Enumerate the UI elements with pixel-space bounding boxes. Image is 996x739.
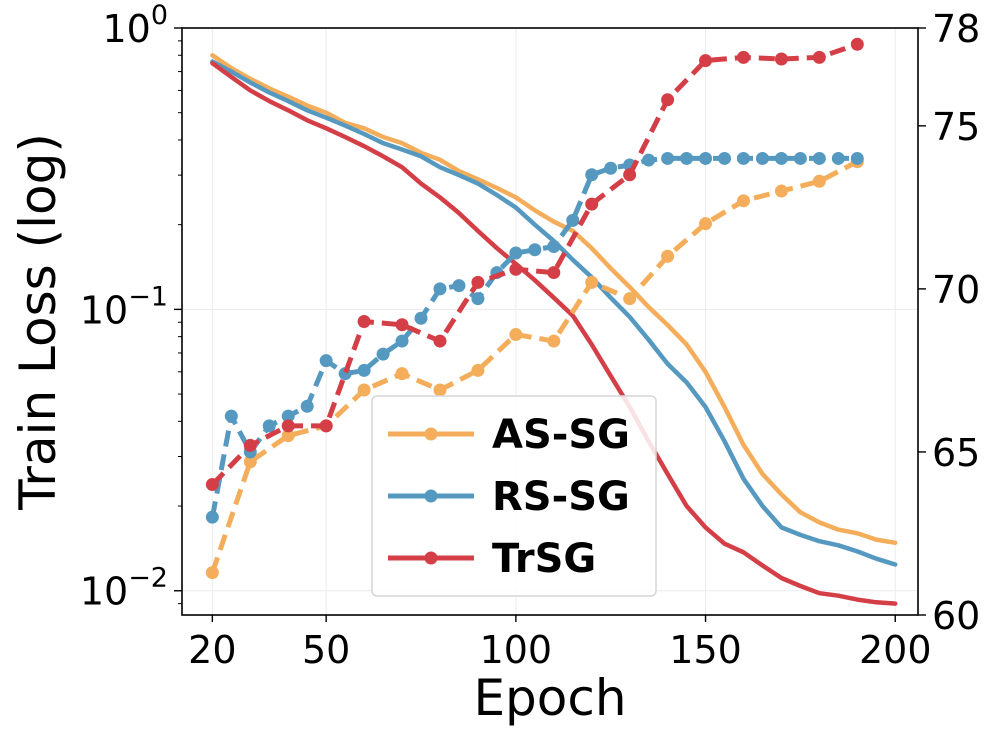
accuracy-point-rs-sg	[357, 363, 371, 377]
accuracy-point-trsg	[699, 54, 713, 68]
accuracy-point-rs-sg	[774, 151, 788, 165]
accuracy-point-as-sg	[471, 363, 485, 377]
accuracy-point-as-sg	[623, 292, 637, 306]
legend: AS-SG RS-SG TrSG	[371, 395, 657, 597]
accuracy-point-trsg	[357, 315, 371, 328]
right-tick-label: 75	[932, 105, 980, 149]
legend-label-as-sg: AS-SG	[492, 412, 630, 458]
accuracy-point-trsg	[433, 334, 447, 348]
accuracy-point-rs-sg	[604, 161, 618, 175]
accuracy-point-rs-sg	[452, 279, 466, 293]
accuracy-point-rs-sg	[547, 239, 561, 253]
accuracy-point-as-sg	[205, 566, 219, 580]
accuracy-point-trsg	[850, 37, 864, 51]
accuracy-point-rs-sg	[376, 347, 390, 361]
legend-label-trsg: TrSG	[492, 536, 596, 582]
accuracy-point-trsg	[774, 52, 788, 66]
accuracy-point-as-sg	[736, 194, 750, 208]
accuracy-point-rs-sg	[433, 282, 447, 296]
accuracy-point-rs-sg	[281, 409, 295, 423]
accuracy-point-trsg	[547, 266, 561, 280]
accuracy-point-rs-sg	[205, 510, 219, 524]
left-tick-label: 100	[102, 0, 168, 51]
left-y-axis-ticks: 100 10−1 10−2	[80, 0, 182, 614]
accuracy-point-trsg	[243, 438, 257, 452]
x-axis-ticks: 20 50 100 150 200	[188, 615, 932, 672]
legend-box	[371, 395, 657, 597]
accuracy-point-trsg	[736, 50, 750, 64]
right-y-axis-ticks: 60 65 70 75 78	[918, 7, 980, 638]
accuracy-point-trsg	[319, 419, 333, 433]
accuracy-point-as-sg	[243, 455, 257, 469]
accuracy-lines	[205, 37, 864, 580]
accuracy-point-as-sg	[661, 249, 675, 263]
accuracy-point-as-sg	[281, 429, 295, 443]
accuracy-point-as-sg	[774, 184, 788, 198]
accuracy-point-rs-sg	[699, 151, 713, 165]
accuracy-point-rs-sg	[718, 151, 732, 165]
x-tick-label: 20	[188, 628, 236, 672]
accuracy-point-trsg	[585, 197, 599, 211]
right-tick-label: 65	[932, 431, 980, 475]
accuracy-point-as-sg	[699, 217, 713, 231]
legend-marker-rs-sg	[424, 489, 438, 503]
left-tick-label: 10−1	[80, 281, 168, 332]
loss-line-as-sg	[210, 53, 898, 546]
accuracy-point-trsg	[812, 50, 826, 64]
plot-area-frame	[181, 27, 919, 616]
accuracy-point-rs-sg	[414, 311, 428, 325]
accuracy-point-rs-sg	[812, 151, 826, 165]
accuracy-point-trsg	[281, 419, 295, 433]
accuracy-point-rs-sg	[528, 243, 542, 257]
accuracy-point-rs-sg	[509, 246, 523, 260]
accuracy-point-as-sg	[585, 275, 599, 289]
accuracy-point-as-sg	[357, 383, 371, 397]
accuracy-point-trsg	[395, 318, 409, 332]
accuracy-point-rs-sg	[300, 399, 314, 413]
accuracy-point-rs-sg	[224, 409, 238, 423]
accuracy-point-as-sg	[395, 367, 409, 381]
x-tick-label: 200	[859, 628, 932, 672]
accuracy-point-rs-sg	[755, 151, 769, 165]
accuracy-point-trsg	[205, 478, 219, 492]
accuracy-point-rs-sg	[585, 168, 599, 182]
accuracy-point-trsg	[661, 93, 675, 107]
accuracy-point-as-sg	[509, 328, 523, 342]
legend-marker-trsg	[424, 551, 438, 565]
x-tick-label: 150	[669, 628, 742, 672]
left-tick-label: 10−2	[80, 563, 168, 614]
accuracy-point-rs-sg	[661, 151, 675, 165]
accuracy-point-rs-sg	[566, 213, 580, 227]
accuracy-point-as-sg	[433, 383, 447, 397]
legend-label-rs-sg: RS-SG	[492, 474, 630, 520]
x-axis-title: Epoch	[473, 669, 626, 727]
loss-line-trsg	[210, 60, 898, 606]
right-tick-label: 60	[932, 594, 980, 638]
accuracy-point-trsg	[471, 275, 485, 289]
accuracy-point-as-sg	[812, 174, 826, 188]
accuracy-point-rs-sg	[642, 153, 656, 167]
accuracy-point-rs-sg	[319, 354, 333, 368]
accuracy-point-rs-sg	[262, 419, 276, 433]
accuracy-point-trsg	[509, 262, 523, 276]
accuracy-point-rs-sg	[736, 151, 750, 165]
x-tick-label: 100	[480, 628, 553, 672]
accuracy-point-rs-sg	[850, 151, 864, 165]
x-tick-label: 50	[302, 628, 350, 672]
accuracy-point-trsg	[623, 168, 637, 182]
accuracy-point-rs-sg	[793, 151, 807, 165]
accuracy-point-rs-sg	[680, 151, 694, 165]
right-tick-label: 78	[932, 7, 980, 51]
legend-marker-as-sg	[424, 427, 438, 441]
y-axis-title: Train Loss (log)	[9, 133, 67, 511]
accuracy-point-as-sg	[547, 334, 561, 348]
accuracy-point-rs-sg	[471, 292, 485, 306]
accuracy-point-rs-sg	[831, 151, 845, 165]
accuracy-point-rs-sg	[395, 334, 409, 348]
right-tick-label: 70	[932, 268, 980, 312]
